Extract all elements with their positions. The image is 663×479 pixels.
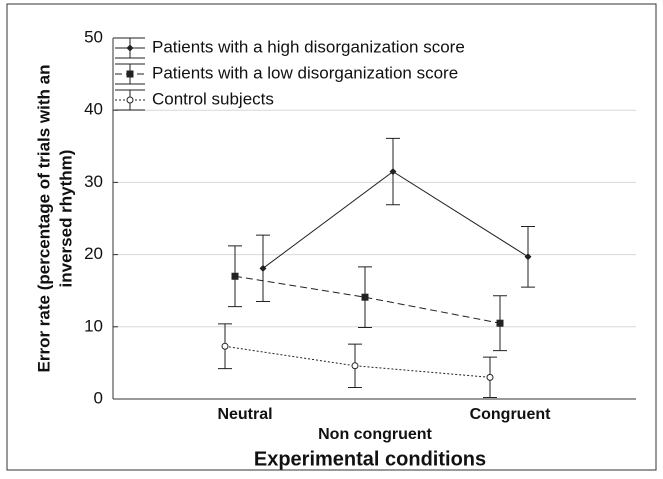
x-tick-label: Congruent <box>470 406 552 423</box>
marker <box>221 342 229 350</box>
y-tick-label: 0 <box>94 388 103 407</box>
marker <box>126 96 134 104</box>
frame <box>6 3 657 471</box>
y-tick-label: 10 <box>84 316 103 335</box>
series-line <box>262 170 529 269</box>
marker <box>231 272 239 280</box>
marker <box>496 319 504 327</box>
x-axis-label: Experimental conditions <box>254 448 486 470</box>
y-axis-label: inversed rhythm) <box>56 150 75 288</box>
series-line <box>234 275 501 324</box>
y-tick-label: 40 <box>84 100 103 119</box>
y-tick-label: 30 <box>84 172 103 191</box>
legend-label: Control subjects <box>152 89 274 108</box>
marker <box>361 293 369 301</box>
marker <box>486 373 494 381</box>
marker <box>259 264 267 272</box>
y-axis-label: Error rate (percentage of trials with an <box>34 65 53 373</box>
marker <box>351 362 359 370</box>
x-tick-label: Neutral <box>217 406 272 423</box>
y-tick-label: 50 <box>84 27 103 46</box>
marker <box>389 168 397 176</box>
marker <box>126 70 134 78</box>
marker <box>126 44 134 52</box>
marker <box>524 253 532 261</box>
legend-label: Patients with a high disorganization sco… <box>152 37 465 56</box>
y-tick-label: 20 <box>84 244 103 263</box>
x-tick-label: Non congruent <box>318 426 432 443</box>
series-line <box>224 345 491 378</box>
legend-label: Patients with a low disorganization scor… <box>152 63 458 82</box>
